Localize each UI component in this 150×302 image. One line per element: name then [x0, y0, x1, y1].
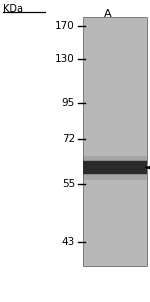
Text: 55: 55 — [62, 179, 75, 189]
Text: 130: 130 — [55, 54, 75, 64]
Bar — [82, 156, 147, 180]
Text: 43: 43 — [62, 236, 75, 247]
Text: 170: 170 — [55, 21, 75, 31]
Text: 95: 95 — [62, 98, 75, 108]
Bar — [82, 164, 147, 171]
Bar — [82, 17, 147, 266]
Text: A: A — [104, 9, 112, 19]
Bar — [82, 160, 147, 175]
Bar — [82, 161, 147, 174]
Text: 72: 72 — [62, 134, 75, 144]
Text: KDa: KDa — [3, 4, 23, 14]
